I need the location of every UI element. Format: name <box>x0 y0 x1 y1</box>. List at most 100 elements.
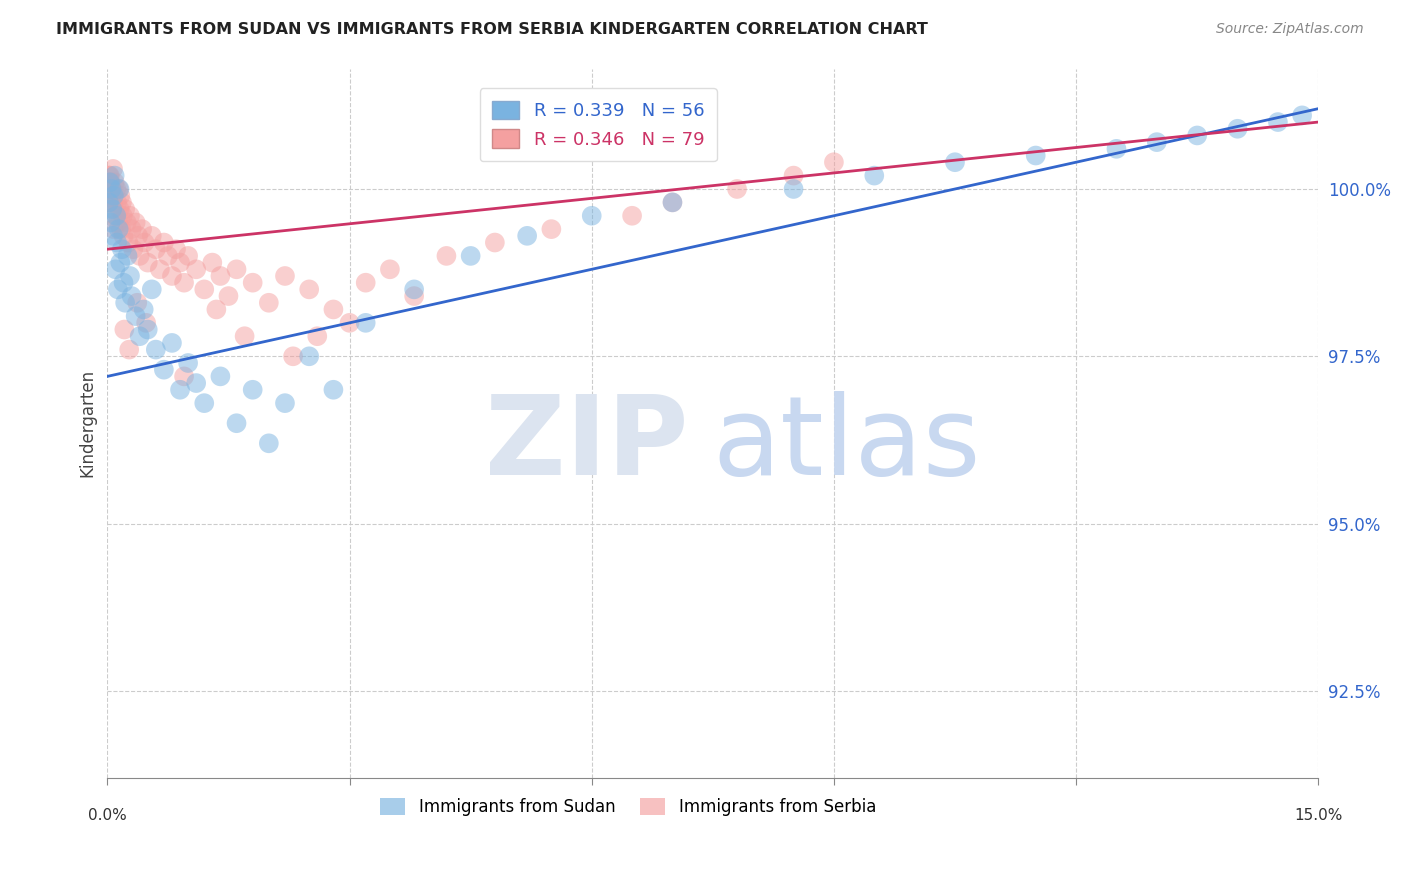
Point <box>103 188 125 202</box>
Point <box>169 383 191 397</box>
Point <box>105 195 128 210</box>
Point <box>110 188 132 202</box>
Point <box>149 262 172 277</box>
Point <box>322 302 344 317</box>
Point <box>104 175 127 189</box>
Point <box>100 188 122 202</box>
Point <box>98 175 121 189</box>
Point <box>114 202 136 216</box>
Point <box>136 255 159 269</box>
Point <box>118 209 141 223</box>
Point <box>141 282 163 296</box>
Point <box>436 249 458 263</box>
Point <box>100 215 122 229</box>
Point <box>173 276 195 290</box>
Point <box>108 182 131 196</box>
Point <box>516 228 538 243</box>
Point <box>581 209 603 223</box>
Point <box>112 276 135 290</box>
Point <box>107 222 129 236</box>
Point <box>117 235 139 250</box>
Point <box>121 222 143 236</box>
Point <box>107 282 129 296</box>
Text: IMMIGRANTS FROM SUDAN VS IMMIGRANTS FROM SERBIA KINDERGARTEN CORRELATION CHART: IMMIGRANTS FROM SUDAN VS IMMIGRANTS FROM… <box>56 22 928 37</box>
Point <box>165 242 187 256</box>
Point <box>242 383 264 397</box>
Point <box>124 309 146 323</box>
Point <box>225 416 247 430</box>
Point <box>725 182 748 196</box>
Point <box>97 182 120 196</box>
Point <box>661 195 683 210</box>
Point <box>111 242 134 256</box>
Point <box>193 282 215 296</box>
Point <box>782 182 804 196</box>
Point <box>1291 108 1313 122</box>
Point <box>153 362 176 376</box>
Point <box>103 222 125 236</box>
Point <box>177 356 200 370</box>
Point <box>209 268 232 283</box>
Point <box>354 276 377 290</box>
Point <box>484 235 506 250</box>
Point <box>122 242 145 256</box>
Point <box>104 209 127 223</box>
Point <box>98 195 121 210</box>
Point <box>108 202 131 216</box>
Point <box>100 182 122 196</box>
Point <box>107 182 129 196</box>
Point <box>339 316 361 330</box>
Point <box>111 209 134 223</box>
Point <box>156 249 179 263</box>
Point <box>193 396 215 410</box>
Point <box>100 182 122 196</box>
Point <box>98 175 121 189</box>
Point <box>1025 148 1047 162</box>
Point <box>112 322 135 336</box>
Point <box>274 396 297 410</box>
Point <box>1267 115 1289 129</box>
Point <box>117 249 139 263</box>
Point <box>141 228 163 243</box>
Point <box>128 249 150 263</box>
Point <box>105 209 128 223</box>
Point <box>782 169 804 183</box>
Text: 0.0%: 0.0% <box>89 808 127 823</box>
Point <box>105 235 128 250</box>
Point <box>233 329 256 343</box>
Text: 15.0%: 15.0% <box>1294 808 1343 823</box>
Point <box>177 249 200 263</box>
Point <box>823 155 845 169</box>
Point <box>1105 142 1128 156</box>
Point <box>153 235 176 250</box>
Point <box>307 329 329 343</box>
Point <box>135 316 157 330</box>
Point <box>145 343 167 357</box>
Point <box>101 161 124 176</box>
Point <box>127 228 149 243</box>
Point <box>205 302 228 317</box>
Point <box>298 282 321 296</box>
Point <box>100 175 122 189</box>
Point <box>322 383 344 397</box>
Y-axis label: Kindergarten: Kindergarten <box>79 369 96 477</box>
Point <box>105 182 128 196</box>
Point <box>118 268 141 283</box>
Point <box>111 195 134 210</box>
Point <box>160 335 183 350</box>
Point <box>101 228 124 243</box>
Point <box>1146 135 1168 149</box>
Point <box>863 169 886 183</box>
Point <box>101 202 124 216</box>
Point <box>540 222 562 236</box>
Point <box>257 295 280 310</box>
Point <box>104 262 127 277</box>
Point <box>274 268 297 283</box>
Point <box>124 215 146 229</box>
Point <box>145 242 167 256</box>
Point <box>118 343 141 357</box>
Point <box>169 255 191 269</box>
Point <box>404 282 426 296</box>
Text: Source: ZipAtlas.com: Source: ZipAtlas.com <box>1216 22 1364 37</box>
Point <box>98 169 121 183</box>
